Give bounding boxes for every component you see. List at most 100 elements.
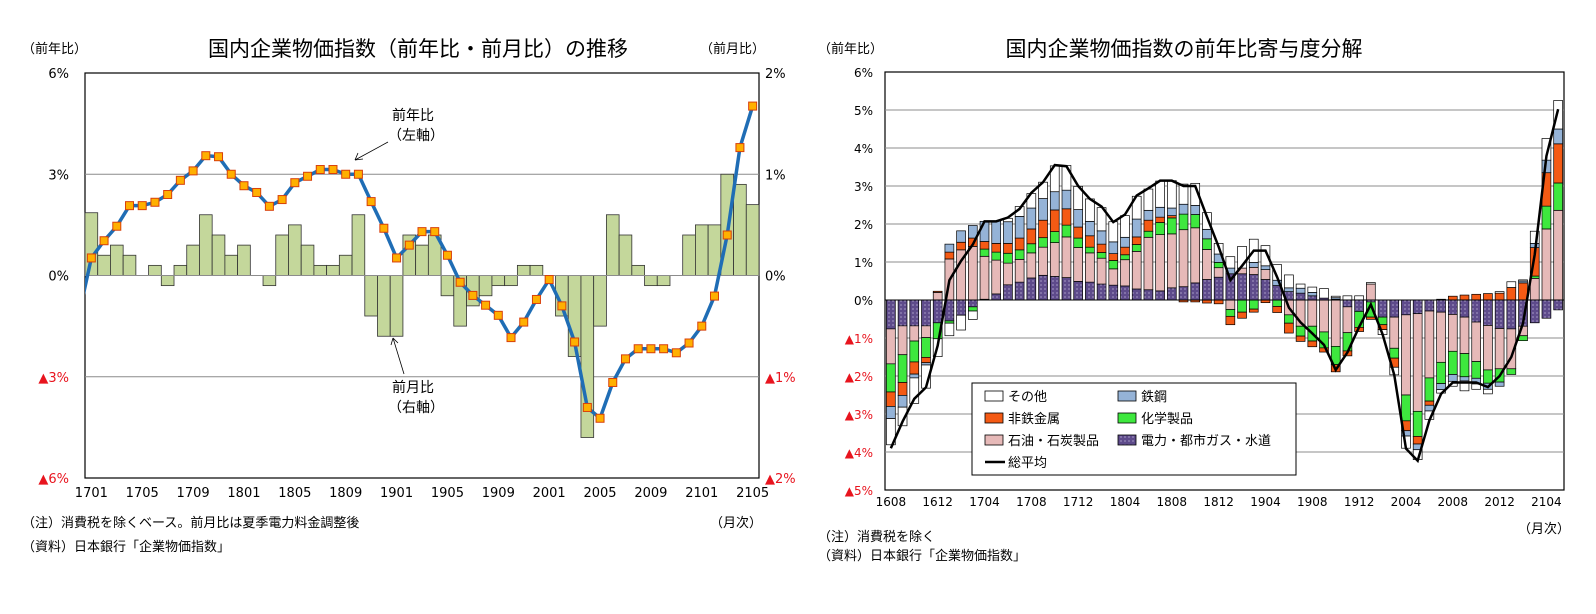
stacked-bar-segment (1155, 234, 1165, 292)
stacked-bar-segment (1436, 311, 1446, 363)
yoy-marker (404, 240, 414, 250)
stacked-bar-segment (1178, 183, 1189, 205)
stacked-bar-segment (1108, 221, 1119, 243)
x-tick-label: 1805 (278, 486, 311, 501)
stacked-bar-segment (1155, 206, 1165, 218)
stacked-bar-segment (1096, 230, 1107, 245)
yoy-marker (481, 300, 491, 310)
mom-bar (656, 275, 671, 287)
stacked-bar-segment (1014, 281, 1025, 301)
x-tick-label: 2008 (1438, 495, 1469, 509)
stacked-bar-segment (1307, 299, 1318, 327)
stacked-bar-segment (1049, 276, 1060, 301)
stacked-bar-segment (909, 299, 920, 327)
stacked-bar-segment (1073, 237, 1083, 248)
stacked-bar-segment (1494, 292, 1505, 301)
mom-bar (733, 183, 747, 276)
stacked-bar-segment (1049, 209, 1060, 232)
stacked-bar-segment (1553, 182, 1563, 211)
stacked-bar-segment (897, 406, 908, 427)
stacked-bar-segment (1108, 241, 1119, 254)
annotation-mom-line1: 前月比 (392, 380, 434, 396)
stacked-bar-segment (1003, 243, 1013, 254)
stacked-bar-segment (1038, 246, 1048, 276)
stacked-bar-segment (1155, 290, 1165, 301)
stacked-bar-segment (1295, 283, 1306, 289)
stacked-bar-segment (1225, 299, 1236, 310)
yoy-marker (379, 223, 389, 233)
annotation-mom-arrow (392, 337, 405, 375)
stacked-bar-segment (1202, 228, 1212, 240)
stacked-bar-segment (1108, 260, 1119, 270)
legend-label: 総平均 (1008, 456, 1047, 471)
stacked-bar-segment (1354, 295, 1364, 301)
stacked-bar-segment (1412, 313, 1423, 412)
stacked-bar-segment (991, 293, 1002, 301)
stacked-bar-segment (1026, 228, 1037, 245)
mom-bar (173, 264, 188, 276)
left-axis-tick-label: ▲3% (38, 371, 69, 386)
yoy-marker (646, 344, 656, 354)
stacked-bar-segment (1459, 353, 1470, 378)
mom-bar (504, 275, 518, 287)
stacked-bar-segment (1366, 283, 1376, 301)
stacked-bar-segment (956, 314, 966, 331)
stacked-bar-segment (909, 373, 920, 379)
left-chart-left-axis-unit: （前年比） (22, 42, 88, 57)
stacked-bar-segment (968, 225, 978, 239)
stacked-bar-segment (1120, 236, 1130, 248)
stacked-bar-segment (1248, 266, 1259, 275)
mom-bar (186, 244, 200, 276)
stacked-bar-segment (1506, 287, 1517, 301)
stacked-bar-segment (1131, 236, 1142, 245)
stacked-bar-segment (1366, 316, 1376, 320)
stacked-bar-segment (1143, 209, 1154, 221)
right-axis-tick-label: 1% (765, 168, 786, 183)
y-axis-tick-label: ▲5% (845, 484, 873, 498)
stacked-bar-segment (1248, 308, 1259, 313)
stacked-bar-segment (979, 255, 990, 300)
yoy-marker (468, 290, 478, 300)
stacked-bar-segment (1213, 299, 1224, 305)
right-chart-y-unit: （前年比） (818, 42, 884, 57)
stacked-bar-segment (1120, 259, 1130, 287)
stacked-bar-segment (1447, 314, 1458, 352)
stacked-bar-segment (1260, 265, 1271, 270)
left-axis-tick-label: 3% (48, 168, 69, 183)
yoy-marker (137, 201, 147, 211)
stacked-bar-segment (1295, 325, 1306, 337)
stacked-bar-segment (1553, 209, 1563, 301)
yoy-marker (519, 317, 529, 327)
yoy-marker (582, 402, 592, 412)
mom-bar (618, 234, 633, 276)
yoy-marker (125, 201, 135, 211)
x-tick-label: 1704 (969, 495, 1000, 509)
stacked-bar-segment (1202, 238, 1212, 250)
yoy-marker (226, 169, 236, 179)
stacked-bar-segment (1307, 286, 1318, 293)
stacked-bar-segment (1167, 207, 1177, 216)
stacked-bar-segment (897, 354, 908, 383)
stacked-bar-segment (956, 230, 966, 243)
stacked-bar-segment (1412, 410, 1423, 437)
stacked-bar-segment (1389, 316, 1400, 349)
stacked-bar-segment (1436, 383, 1446, 391)
legend-label: 化学製品 (1141, 411, 1193, 427)
stacked-bar-segment (1471, 321, 1481, 362)
stacked-bar-segment (1412, 436, 1423, 445)
yoy-marker (722, 230, 732, 240)
stacked-bar-segment (1073, 226, 1083, 239)
stacked-bar-segment (909, 361, 920, 375)
mom-bar (377, 275, 391, 337)
stacked-bar-segment (1190, 205, 1201, 215)
mom-bar (199, 214, 213, 276)
x-tick-label: 1912 (1344, 495, 1375, 509)
stacked-bar-segment (1284, 274, 1294, 289)
stacked-bar-segment (1026, 207, 1037, 230)
mom-bar (364, 275, 378, 317)
stacked-bar-segment (1483, 325, 1493, 371)
stacked-bar-segment (909, 340, 920, 363)
yoy-marker (595, 413, 605, 423)
yoy-marker (290, 178, 300, 188)
stacked-bar-segment (1225, 315, 1236, 326)
